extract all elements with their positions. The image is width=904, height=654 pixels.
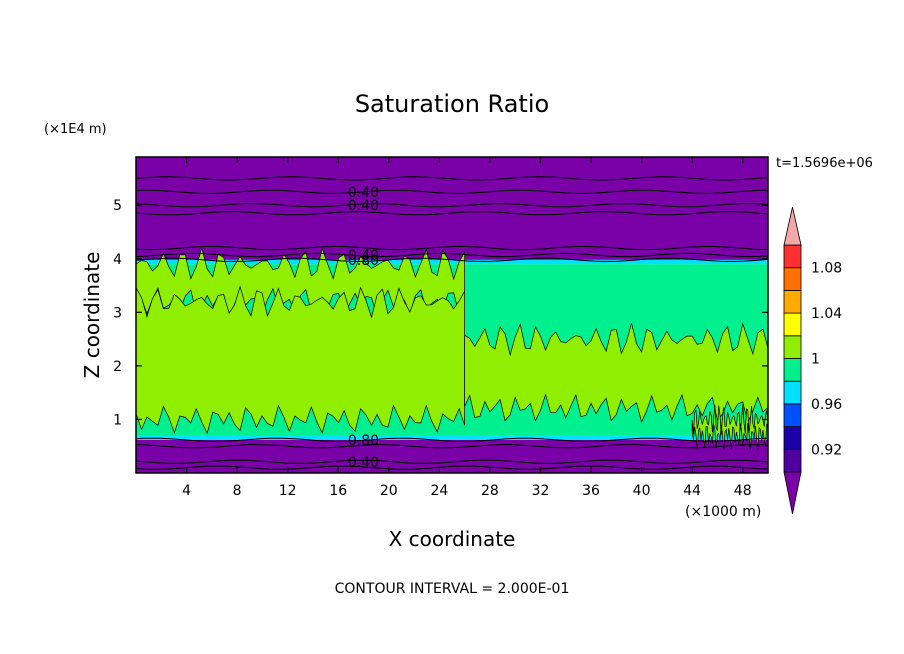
y-tick-label-2: 2 xyxy=(113,359,122,375)
y-unit-label: (×1E4 m) xyxy=(44,122,107,137)
contour-line-6 xyxy=(136,257,768,262)
colorbar-box-8 xyxy=(783,267,802,291)
colorbar-over-triangle xyxy=(783,206,802,246)
contour-line-5 xyxy=(136,252,768,258)
colorbar-box-3 xyxy=(783,380,802,405)
x-tick-label-28: 28 xyxy=(481,483,499,499)
contour-label-3: 0.80 xyxy=(348,253,379,269)
x-axis-ticks: 4 8 12 16 20 24 28 32 36 40 44 48 xyxy=(182,157,752,499)
colorbar-box-6 xyxy=(783,312,802,337)
x-tick-label-40: 40 xyxy=(633,483,651,499)
supersaturated-patch-1 xyxy=(136,285,465,435)
contour-line-9 xyxy=(136,459,768,464)
x-tick-label-32: 32 xyxy=(532,483,550,499)
colorbar-box-0 xyxy=(783,448,802,473)
colorbar-label-4: 1.08 xyxy=(811,261,842,277)
colorbar-box-7 xyxy=(783,289,802,314)
colorbar-under-triangle xyxy=(783,471,802,515)
x-tick-label-36: 36 xyxy=(582,483,600,499)
contour-line-8 xyxy=(136,444,768,449)
colorbar-box-5 xyxy=(783,335,802,359)
contour-labels: 0.400.400.400.800.800.40 xyxy=(348,185,379,471)
colorbar-label-3: 1.04 xyxy=(811,306,842,322)
contour-label-5: 0.40 xyxy=(348,455,379,471)
chart-title: Saturation Ratio xyxy=(355,90,549,118)
colorbar-label-1: 0.96 xyxy=(811,397,842,413)
x-tick-label-8: 8 xyxy=(233,483,242,499)
contour-lines xyxy=(136,176,768,470)
time-label: t=1.5696e+06 xyxy=(776,156,873,171)
x-tick-label-20: 20 xyxy=(380,483,398,499)
colorbar-label-2: 1 xyxy=(811,352,820,368)
colorbar-box-1 xyxy=(783,426,802,450)
contour-label-0: 0.40 xyxy=(348,185,379,201)
y-tick-label-5: 5 xyxy=(113,198,122,214)
x-tick-label-24: 24 xyxy=(430,483,448,499)
colorbar-label-0: 0.92 xyxy=(811,442,842,458)
band-3 xyxy=(136,259,768,265)
band-1 xyxy=(136,435,768,440)
y-tick-label-1: 1 xyxy=(113,412,122,428)
colorbar-box-4 xyxy=(783,358,802,382)
contour-line-0 xyxy=(136,176,768,181)
supersaturated-patch-2 xyxy=(464,322,768,424)
contour-label-2: 0.40 xyxy=(348,248,379,264)
contour-label-1: 0.40 xyxy=(348,198,379,214)
colorbar-box-9 xyxy=(783,244,802,269)
x-axis-label: X coordinate xyxy=(389,527,516,551)
colorbar-box-2 xyxy=(783,403,802,427)
contour-line-4 xyxy=(136,245,768,251)
x-tick-label-48: 48 xyxy=(734,483,752,499)
colorbar: 0.92 0.96 1 1.04 1.08 xyxy=(783,206,842,515)
plot-frame xyxy=(135,156,769,474)
x-unit-label: (×1000 m) xyxy=(685,504,761,520)
x-tick-label-44: 44 xyxy=(683,483,701,499)
plot-area xyxy=(136,157,768,473)
contour-line-3 xyxy=(136,211,768,216)
band-4 xyxy=(136,157,768,260)
contour-line-7 xyxy=(136,437,768,442)
x-tick-label-16: 16 xyxy=(329,483,347,499)
contour-line-2 xyxy=(136,203,768,208)
contour-interval-footer: CONTOUR INTERVAL = 2.000E-01 xyxy=(335,581,570,597)
contour-line-1 xyxy=(136,189,768,194)
contour-line-10 xyxy=(136,465,768,470)
y-tick-label-4: 4 xyxy=(113,252,122,268)
x-tick-label-12: 12 xyxy=(279,483,297,499)
supersaturated-patch-3 xyxy=(691,404,768,451)
x-tick-label-4: 4 xyxy=(182,483,191,499)
y-axis-label: Z coordinate xyxy=(80,252,104,379)
y-axis-ticks: 1 2 3 4 5 xyxy=(113,198,768,428)
contour-label-4: 0.80 xyxy=(348,433,379,449)
y-tick-label-3: 3 xyxy=(113,305,122,321)
